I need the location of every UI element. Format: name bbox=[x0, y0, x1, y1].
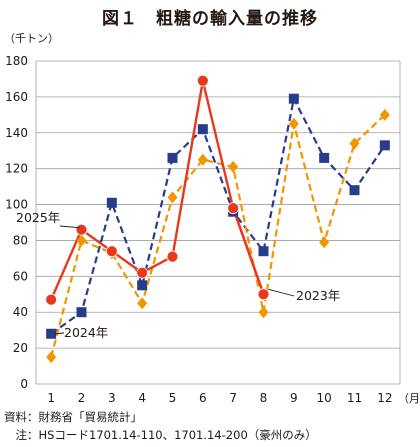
data-point-circle bbox=[227, 202, 240, 215]
x-tick-label: 6 bbox=[199, 391, 207, 405]
series-label: 2023年 bbox=[296, 288, 340, 303]
x-tick-label: 4 bbox=[138, 391, 146, 405]
series-labels: 2025年 2024年 2023年 bbox=[16, 210, 340, 340]
data-point-circle bbox=[105, 245, 118, 258]
x-tick-label: 5 bbox=[169, 391, 177, 405]
data-point-circle bbox=[45, 293, 58, 306]
hs-code-note: 注：HSコード1701.14-110、1701.14-200（豪州のみ） bbox=[4, 428, 317, 442]
data-point-square bbox=[349, 185, 360, 196]
data-point-circle bbox=[75, 223, 88, 236]
series-line bbox=[50, 79, 265, 301]
data-point-diamond bbox=[167, 191, 178, 204]
series-label: 2024年 bbox=[64, 325, 108, 340]
x-tick-label: 10 bbox=[317, 391, 332, 405]
data-point-circle bbox=[136, 266, 149, 279]
data-point-square bbox=[258, 246, 269, 257]
notes: 資料：財務省「貿易統計」 注：HSコード1701.14-110、1701.14-… bbox=[4, 408, 317, 444]
x-tick-label: 3 bbox=[108, 391, 116, 405]
x-tick-label: 9 bbox=[290, 391, 298, 405]
data-point-square bbox=[46, 328, 57, 339]
x-tick-label: 8 bbox=[260, 391, 268, 405]
y-tick-label: 80 bbox=[13, 233, 28, 247]
y-tick-label: 140 bbox=[5, 126, 28, 140]
data-point-square bbox=[197, 124, 208, 135]
data-point-diamond bbox=[379, 108, 390, 121]
series-lines bbox=[50, 79, 386, 358]
data-point-square bbox=[106, 197, 117, 208]
x-axis-label: （月） bbox=[398, 392, 420, 405]
data-point-diamond bbox=[258, 306, 269, 319]
y-tick-label: 120 bbox=[5, 162, 28, 176]
y-tick-label: 60 bbox=[13, 269, 28, 283]
series-line bbox=[50, 114, 386, 358]
data-point-square bbox=[319, 152, 330, 163]
x-tick-label: 7 bbox=[229, 391, 237, 405]
x-tick-label: 11 bbox=[347, 391, 362, 405]
data-point-square bbox=[379, 140, 390, 151]
series-markers bbox=[45, 74, 390, 364]
series-line bbox=[50, 97, 386, 335]
gridlines bbox=[35, 60, 401, 385]
y-tick-labels: 0 20 40 60 80 100 120 140 160 180 bbox=[5, 54, 28, 391]
x-tick-label: 2 bbox=[78, 391, 86, 405]
x-tick-label: 1 bbox=[47, 391, 55, 405]
data-point-diamond bbox=[319, 236, 330, 249]
data-point-diamond bbox=[228, 160, 239, 173]
data-point-diamond bbox=[197, 153, 208, 166]
y-tick-label: 0 bbox=[20, 377, 28, 391]
y-tick-label: 160 bbox=[5, 90, 28, 104]
series-label: 2025年 bbox=[16, 210, 60, 225]
data-point-diamond bbox=[76, 234, 87, 247]
data-point-diamond bbox=[349, 137, 360, 150]
data-point-square bbox=[137, 280, 148, 291]
data-point-square bbox=[288, 93, 299, 104]
x-tick-labels: 1 2 3 4 5 6 7 8 9 10 11 12 bbox=[47, 391, 392, 405]
data-point-square bbox=[167, 152, 178, 163]
data-point-diamond bbox=[288, 117, 299, 130]
data-point-circle bbox=[166, 250, 179, 263]
series-label-leader bbox=[55, 332, 65, 335]
source-note: 資料：財務省「貿易統計」 bbox=[4, 410, 142, 424]
data-point-square bbox=[76, 307, 87, 318]
y-tick-label: 20 bbox=[13, 341, 28, 355]
series-label-leader bbox=[59, 225, 80, 229]
data-point-diamond bbox=[46, 351, 57, 364]
series-label-leader bbox=[268, 288, 295, 297]
data-point-circle bbox=[257, 288, 270, 301]
y-tick-label: 100 bbox=[5, 198, 28, 212]
y-axis-label: （千トン） bbox=[4, 32, 59, 45]
data-point-circle bbox=[196, 74, 209, 87]
y-tick-label: 180 bbox=[5, 54, 28, 68]
y-tick-label: 40 bbox=[13, 305, 28, 319]
data-point-diamond bbox=[137, 297, 148, 310]
chart-title: 図１ 粗糖の輸入量の推移 bbox=[102, 9, 318, 29]
x-tick-label: 12 bbox=[377, 391, 392, 405]
